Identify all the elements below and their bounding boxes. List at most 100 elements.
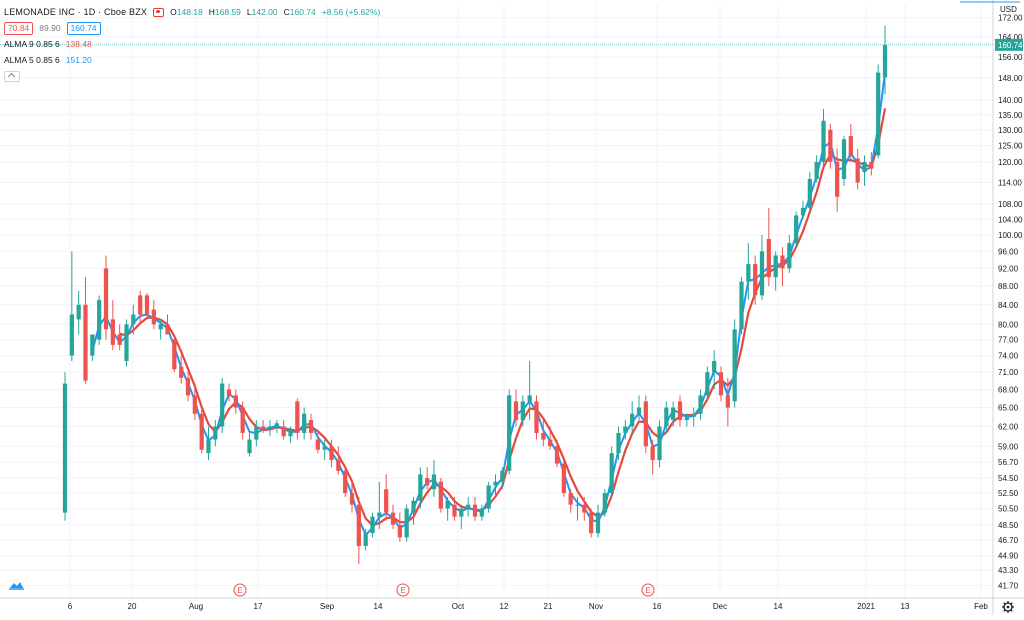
candle-body — [138, 295, 143, 315]
candle-body — [814, 161, 819, 179]
earnings-marker[interactable]: E — [641, 583, 655, 597]
collapse-legend-icon[interactable] — [4, 70, 20, 82]
candle-body — [322, 446, 327, 450]
candle-body — [151, 309, 156, 325]
y-tick-label: 88.00 — [998, 282, 1019, 291]
candle-body — [636, 407, 642, 414]
candle-body — [609, 453, 614, 494]
low-label: L — [246, 7, 252, 17]
tradingview-cloud-icon[interactable] — [9, 582, 24, 590]
candle-body — [363, 533, 368, 547]
candle-body — [479, 508, 484, 517]
y-tick-label: 120.00 — [998, 158, 1023, 167]
candle-body — [876, 72, 881, 156]
candle-body — [807, 178, 812, 208]
candle-body — [131, 314, 136, 325]
earnings-marker-circle — [641, 583, 655, 597]
candle-body — [787, 243, 792, 269]
candle-body — [643, 401, 648, 447]
candle-body — [240, 407, 245, 433]
y-tick-label: 62.00 — [998, 422, 1019, 431]
earnings-marker[interactable]: E — [233, 583, 247, 597]
candle-body — [739, 281, 744, 330]
y-tick-label: 71.00 — [998, 368, 1019, 377]
candle-body — [630, 413, 635, 427]
y-tick-label: 52.50 — [998, 489, 1019, 498]
candle-body — [185, 377, 191, 396]
alma9-value: 138.48 — [65, 39, 92, 49]
indicator-alma5-row[interactable]: ALMA 5 0.85 6 151.20 — [4, 52, 380, 68]
y-tick-label: 59.00 — [998, 442, 1019, 451]
x-tick-label: Dec — [713, 602, 727, 611]
x-tick-label: 16 — [653, 602, 662, 611]
candle-body — [466, 504, 471, 509]
x-tick-label: Sep — [320, 602, 335, 611]
candle-body — [213, 426, 218, 440]
candle-body — [397, 524, 402, 538]
candle-body — [691, 413, 696, 417]
candle-body — [534, 401, 539, 433]
candle-body — [69, 314, 74, 356]
candle-body — [698, 395, 703, 414]
alma5-value: 151.20 — [65, 55, 92, 65]
symbol-title[interactable]: LEMONADE INC · 1D · Cboe BZX — [4, 7, 148, 17]
y-tick-label: 84.00 — [998, 301, 1019, 310]
candle-body — [472, 504, 478, 517]
candle-body — [548, 439, 553, 447]
candle-body — [766, 238, 771, 278]
y-tick-label: 156.00 — [998, 53, 1023, 62]
close-label: C — [283, 7, 290, 17]
candle-body — [527, 395, 532, 402]
earnings-marker[interactable]: E — [396, 583, 410, 597]
candle-body — [657, 426, 662, 461]
y-tick-label: 77.00 — [998, 336, 1019, 345]
high-price-box[interactable]: 160.74 — [66, 21, 101, 35]
x-tick-label: 21 — [544, 602, 553, 611]
y-tick-label: 74.00 — [998, 352, 1019, 361]
candle-body — [384, 489, 389, 513]
candle-body — [835, 161, 840, 197]
candle-body — [247, 439, 252, 454]
candle-body — [561, 463, 566, 494]
candle-body — [725, 395, 730, 408]
candle-body — [705, 372, 710, 396]
candle-body — [220, 383, 225, 427]
candle-body — [841, 139, 847, 179]
candle-body — [595, 512, 601, 534]
low-price-box[interactable]: 70.84 — [4, 21, 34, 35]
y-tick-label: 50.50 — [998, 505, 1019, 514]
candle-body — [541, 432, 546, 440]
candle-body — [459, 508, 464, 517]
candle-body — [233, 395, 238, 408]
candle-body — [418, 474, 423, 501]
gear-icon[interactable] — [1002, 601, 1014, 613]
chart-legend: LEMONADE INC · 1D · Cboe BZX O148.18 H16… — [4, 4, 380, 84]
candle-body — [452, 504, 457, 517]
y-tick-label: 56.70 — [998, 458, 1019, 467]
y-tick-label: 135.00 — [998, 111, 1023, 120]
candle-body — [445, 500, 450, 509]
x-tick-label: 6 — [68, 602, 73, 611]
earnings-marker-label: E — [237, 586, 242, 595]
y-tick-label: 108.00 — [998, 200, 1023, 209]
earnings-marker-label: E — [400, 586, 405, 595]
alma9-name: ALMA 9 0.85 6 — [4, 39, 60, 49]
x-tick-label: Oct — [452, 602, 465, 611]
candle-body — [486, 485, 491, 509]
candle-body — [575, 504, 580, 506]
candle-body — [848, 136, 853, 156]
earnings-marker-label: E — [645, 586, 650, 595]
visibility-eye-icon[interactable] — [153, 7, 165, 17]
candle-body — [773, 255, 778, 278]
x-tick-label: Feb — [974, 602, 988, 611]
candle-body — [390, 512, 396, 525]
y-tick-label: 172.00 — [998, 14, 1023, 23]
indicator-alma9-row[interactable]: ALMA 9 0.85 6 138.48 — [4, 36, 380, 52]
earnings-marker-circle — [233, 583, 247, 597]
candle-body — [404, 508, 409, 538]
candle-body — [90, 334, 95, 356]
candle-body — [261, 426, 266, 430]
candle-body — [302, 413, 307, 433]
